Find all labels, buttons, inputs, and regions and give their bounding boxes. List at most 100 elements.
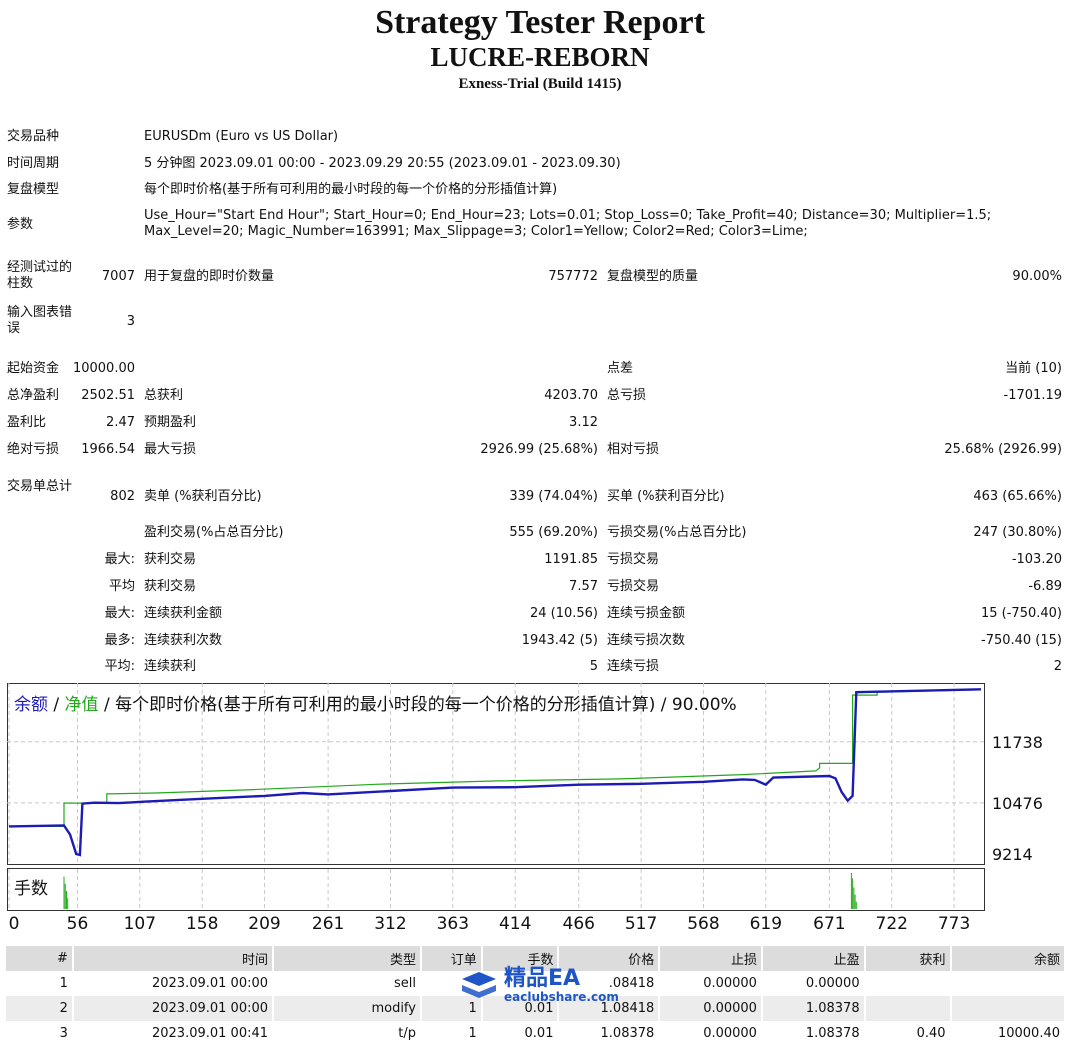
x-tick-label: 517 xyxy=(624,914,658,934)
table-cell: 1 xyxy=(468,1026,477,1041)
symbol-value: EURUSDm (Euro vs US Dollar) xyxy=(144,129,339,144)
table-cell xyxy=(951,996,1064,1021)
column-header[interactable]: 止盈 xyxy=(762,946,864,971)
table-cell: 2023.09.01 00:00 xyxy=(73,996,273,1021)
watermark: 精品EA eaclubshare.com xyxy=(460,968,619,1004)
column-header[interactable]: 价格 xyxy=(559,946,659,971)
params-value: Use_Hour="Start End Hour"; Start_Hour=0;… xyxy=(144,208,992,239)
legend-separator: / xyxy=(53,695,60,715)
column-header[interactable]: 止损 xyxy=(660,946,761,971)
max-dd-label: 最大亏损 xyxy=(144,442,197,457)
column-header[interactable]: 余额 xyxy=(951,946,1064,971)
table-cell xyxy=(952,971,1064,996)
largest-loss-label: 亏损交易 xyxy=(607,552,660,567)
max-dd-value: 2926.99 (25.68%) xyxy=(480,442,598,457)
ea-name: LUCRE-REBORN xyxy=(430,42,650,72)
table-row: 3 2023.09.01 00:41 t/p 1 0.01 1.08378 0.00000 1… xyxy=(6,1021,1064,1046)
bars-label: 经测试过的柱数 xyxy=(7,260,73,291)
x-tick-label: 619 xyxy=(749,914,783,934)
legend-model: / 每个即时价格(基于所有可利用的最小时段的每一个价格的分形插值计算) / 90… xyxy=(103,695,737,715)
abs-dd-value: 1966.54 xyxy=(81,442,135,457)
abs-dd-label: 绝对亏损 xyxy=(7,442,60,457)
model-value: 每个即时价格(基于所有可利用的最小时段的每一个价格的分形插值计算) xyxy=(144,182,558,197)
table-cell: 1.08378 xyxy=(805,1026,860,1041)
table-cell: 3 xyxy=(59,1026,68,1041)
ticks-value: 757772 xyxy=(548,269,598,284)
x-tick-label: 0 xyxy=(8,914,20,934)
table-cell: 1 xyxy=(421,996,481,1021)
quality-label: 复盘模型的质量 xyxy=(607,269,699,284)
largest-prefix: 最大: xyxy=(104,552,135,567)
long-value: 463 (65.66%) xyxy=(973,489,1062,504)
legend-equity: 净值 xyxy=(64,695,99,715)
avg-win-label: 获利交易 xyxy=(144,579,197,594)
cons-loss-amt-value: 15 (-750.40) xyxy=(981,606,1062,621)
cons-loss-cnt-value: -750.40 (15) xyxy=(981,633,1062,648)
cons-win-amt-label: 连续获利金额 xyxy=(144,606,223,621)
table-cell: .08418 xyxy=(608,976,655,991)
payoff-label: 预期盈利 xyxy=(144,415,197,430)
x-tick-label: 363 xyxy=(436,914,470,934)
column-header[interactable]: 时间 xyxy=(73,946,273,971)
x-tick-label: 466 xyxy=(562,914,595,934)
trades-label: 交易单总计 xyxy=(7,479,73,494)
chart-legend: 余额 / 净值 / 每个即时价格(基于所有可利用的最小时段的每一个价格的分形插值… xyxy=(14,690,737,715)
win-label: 盈利交易(%占总百分比) xyxy=(144,525,284,540)
deposit-label: 起始资金 xyxy=(7,361,60,376)
period-value: 5 分钟图 2023.09.01 00:00 - 2023.09.29 20:5… xyxy=(144,156,621,171)
x-tick-label: 209 xyxy=(248,914,281,934)
server-build: Exness-Trial (Build 1415) xyxy=(458,76,622,92)
table-cell: 0.40 xyxy=(916,1026,946,1041)
table-cell: 2 xyxy=(6,996,72,1021)
x-tick-label: 56 xyxy=(66,914,89,934)
column-header[interactable]: 获利 xyxy=(865,946,950,971)
table-cell: 0.00000 xyxy=(703,1026,757,1041)
table-cell: 0.01 xyxy=(482,996,558,1021)
trades-value: 802 xyxy=(110,489,135,504)
payoff-value: 3.12 xyxy=(569,415,598,430)
symbol-label: 交易品种 xyxy=(7,129,60,144)
x-tick-label: 107 xyxy=(123,914,157,934)
table-cell: modify xyxy=(274,996,420,1021)
net-value: 2502.51 xyxy=(81,388,135,403)
bars-value: 7007 xyxy=(101,269,135,284)
column-header[interactable]: # xyxy=(6,946,72,971)
params-label: 参数 xyxy=(7,217,34,232)
column-header[interactable]: 类型 xyxy=(274,946,420,971)
table-cell xyxy=(865,996,950,1021)
table-cell: 0.00000 xyxy=(703,976,757,991)
table-cell: 1.08378 xyxy=(600,1026,655,1041)
table-cell: 0.00000 xyxy=(660,996,761,1021)
column-header[interactable]: 订单 xyxy=(421,946,481,971)
column-header[interactable]: 手数 xyxy=(482,946,558,971)
avg-cons-win-value: 5 xyxy=(589,659,598,674)
loss-value: 247 (30.80%) xyxy=(973,525,1062,540)
largest-loss-value: -103.20 xyxy=(1011,552,1062,567)
table-row: 1 2023.09.01 00:00 sell .08418 0.00000 0.0000… xyxy=(6,971,1064,996)
cons-loss-cnt-label: 连续亏损次数 xyxy=(607,633,686,648)
spread-value: 当前 (10) xyxy=(1005,361,1062,376)
cons-loss-amt-label: 连续亏损金额 xyxy=(607,606,686,621)
table-cell: 1.08378 xyxy=(762,996,864,1021)
x-tick-label: 261 xyxy=(311,914,345,934)
table-cell: 1 xyxy=(59,976,68,991)
short-value: 339 (74.04%) xyxy=(509,489,598,504)
cons-win-cnt-value: 1943.42 (5) xyxy=(521,633,598,648)
cons-win-cnt-label: 连续获利次数 xyxy=(144,633,223,648)
pf-label: 盈利比 xyxy=(7,415,47,430)
equity-line xyxy=(8,688,982,857)
watermark-logo-icon xyxy=(462,972,496,998)
avg-win-value: 7.57 xyxy=(569,579,598,594)
volume-label: 手数 xyxy=(14,879,48,899)
model-label: 复盘模型 xyxy=(7,182,60,197)
avg-cons-loss-label: 连续亏损 xyxy=(607,659,660,674)
x-tick-label: 722 xyxy=(875,914,908,934)
errors-value: 3 xyxy=(126,314,135,329)
deals-table: # 时间 类型 订单 手数 价格 止损 止盈 获利 余额 1 2023.09.01 00:00 sel… xyxy=(4,946,1066,1046)
watermark-title: 精品EA xyxy=(504,966,581,991)
avg-cons-win-label: 连续获利 xyxy=(144,659,197,674)
gross-loss-value: -1701.19 xyxy=(1003,388,1062,403)
table-cell: 0.00000 xyxy=(805,976,860,991)
spread-label: 点差 xyxy=(607,361,634,376)
y-tick-label: 11738 xyxy=(992,732,1043,752)
